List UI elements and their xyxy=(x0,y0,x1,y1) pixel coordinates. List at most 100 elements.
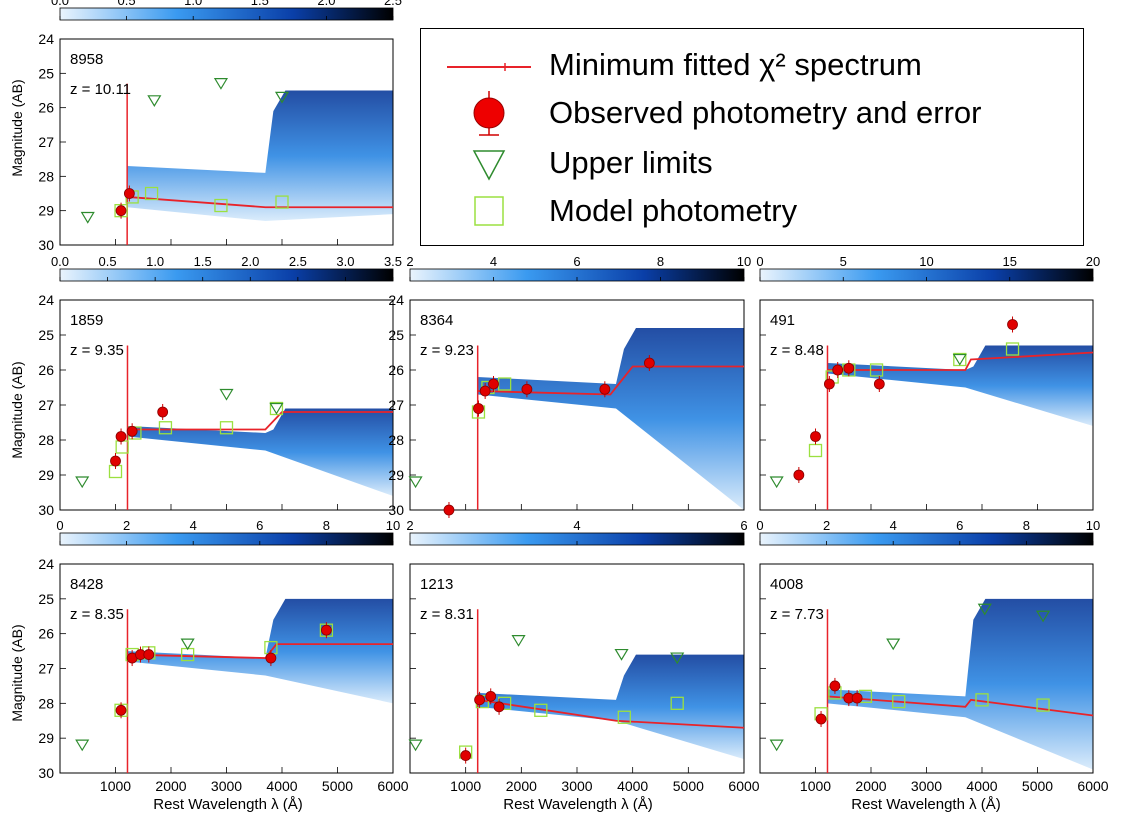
colorbar-tick-label: 4 xyxy=(190,518,197,533)
colorbar-tick-label: 2 xyxy=(123,518,130,533)
colorbar-tick-label: 1.0 xyxy=(146,254,164,269)
model-photometry-point xyxy=(275,195,289,209)
panel-1213: 2 4 6 1000 2000 3000 4000 5000 6000 1213 z = 8.31 xyxy=(406,518,759,794)
upper-limit-point xyxy=(408,739,423,752)
colorbar-tick-label: 10 xyxy=(737,254,751,269)
redshift-label: z = 8.48 xyxy=(770,342,824,359)
y-tick-label: 30 xyxy=(388,502,404,518)
observed-photometry-point xyxy=(873,378,885,390)
colorbar-tick-label: 8 xyxy=(1023,518,1030,533)
x-tick-label: 3000 xyxy=(561,778,592,794)
upper-limit-point xyxy=(1035,610,1051,623)
galaxy-id-label: 8428 xyxy=(70,576,103,593)
upper-limit-point xyxy=(80,211,95,224)
y-tick-label: 26 xyxy=(38,100,54,116)
observed-photometry-point xyxy=(143,649,155,660)
panel-4008: 0 2 4 6 8 10 1000 2000 3000 4000 5000 6000 4008 z = 7… xyxy=(756,518,1108,794)
model-photometry-point xyxy=(670,696,684,710)
observed-photometry-point xyxy=(320,624,332,636)
legend-label: Upper limits xyxy=(549,145,713,180)
colorbar-tick-label: 4 xyxy=(890,518,897,533)
observed-photometry-point xyxy=(493,701,505,713)
upper-limit-point xyxy=(952,353,967,366)
upper-limit-point xyxy=(75,476,90,489)
model-sed-range xyxy=(477,654,744,760)
model-sed-range xyxy=(127,90,393,221)
observed-photometry-point xyxy=(832,364,844,376)
observed-photometry-point xyxy=(815,713,827,725)
x-tick-label: 4000 xyxy=(966,778,997,794)
y-tick-label: 29 xyxy=(38,467,54,483)
colorbar-tick-label: 2.0 xyxy=(241,254,259,269)
legend-entry-spectrum: Minimum fitted χ² spectrum xyxy=(421,43,1083,91)
observed-photometry-point xyxy=(474,694,485,706)
galaxy-id-label: 491 xyxy=(770,312,795,329)
colorbar-tick-label: 4 xyxy=(573,518,580,533)
upper-limit-point xyxy=(511,635,526,647)
colorbar-tick-label: 15 xyxy=(1003,254,1017,269)
observed-photometry-point xyxy=(793,469,805,481)
colorbar-tick-label: 2.5 xyxy=(289,254,307,269)
model-sed-range xyxy=(477,328,744,510)
observed-photometry-point xyxy=(1007,319,1018,330)
colorbar-tick-label: 6 xyxy=(573,254,580,269)
colorbar-tick-label: 0 xyxy=(56,518,63,533)
observed-photometry-point xyxy=(115,205,127,217)
colorbar-tick-label: 6 xyxy=(740,518,747,533)
colorbar-tick-label: 0.0 xyxy=(51,0,69,8)
model-sed-range xyxy=(827,598,1093,770)
x-tick-label: 3000 xyxy=(211,778,242,794)
colorbar-tick-label: 5 xyxy=(840,254,847,269)
upper-limit-point xyxy=(147,95,162,107)
colorbar-tick-label: 6 xyxy=(256,518,263,533)
colorbar-tick-label: 0.0 xyxy=(51,254,69,269)
best-fit-spectrum xyxy=(127,196,393,209)
observed-photometry-point xyxy=(485,690,497,702)
y-tick-label: 28 xyxy=(38,432,54,448)
colorbar-tick-label: 8 xyxy=(657,254,664,269)
upper-limit-point xyxy=(180,638,195,651)
upper-limit-point xyxy=(977,603,992,616)
colorbar-gradient xyxy=(59,7,394,21)
y-tick-label: 29 xyxy=(38,203,54,219)
colorbar-tick-label: 2.0 xyxy=(317,0,335,8)
y-tick-label: 28 xyxy=(38,695,54,711)
colorbar-tick-label: 6 xyxy=(956,518,963,533)
best-fit-spectrum xyxy=(477,365,744,396)
x-tick-label: 6000 xyxy=(1077,778,1108,794)
upper-limit-point xyxy=(670,652,685,665)
legend-entry-upper: Upper limits xyxy=(421,141,1083,189)
model-sed-range xyxy=(127,598,393,704)
y-tick-label: 24 xyxy=(38,556,54,572)
model-sed-range xyxy=(827,345,1093,426)
colorbar-tick-label: 4 xyxy=(490,254,497,269)
colorbar-gradient xyxy=(759,532,1094,546)
y-tick-label: 27 xyxy=(38,397,54,413)
upper-limit-point xyxy=(769,739,784,752)
upper-limit-point xyxy=(75,739,90,752)
red-line-symbol xyxy=(447,63,531,71)
upper-limit-point xyxy=(269,402,284,415)
colorbar-tick-label: 2 xyxy=(406,518,413,533)
y-axis-label: Magnitude (AB) xyxy=(9,624,25,721)
y-axis-label: Magnitude (AB) xyxy=(9,79,25,176)
model-photometry-point xyxy=(869,363,884,377)
observed-photometry-point xyxy=(473,403,484,414)
x-tick-label: 6000 xyxy=(728,778,759,794)
observed-photometry-point xyxy=(843,362,855,374)
y-tick-label: 27 xyxy=(38,661,54,677)
panel-1859: 0.0 0.5 1.0 1.5 2.0 2.5 3.0 3.5 24 25 26 27 28 29 30 18… xyxy=(38,254,402,518)
upper-limit-point xyxy=(886,638,901,651)
best-fit-spectrum xyxy=(477,698,745,729)
y-tick-label: 26 xyxy=(388,362,404,378)
x-tick-label: 2000 xyxy=(855,778,886,794)
colorbar: 0 2 4 6 8 10 xyxy=(56,518,400,546)
model-photometry-point xyxy=(617,710,631,724)
redshift-label: z = 7.73 xyxy=(770,606,824,623)
redshift-label: z = 10.11 xyxy=(70,81,131,98)
y-tick-label: 29 xyxy=(38,730,54,746)
y-tick-label: 25 xyxy=(38,65,54,81)
x-tick-label: 2000 xyxy=(155,778,186,794)
